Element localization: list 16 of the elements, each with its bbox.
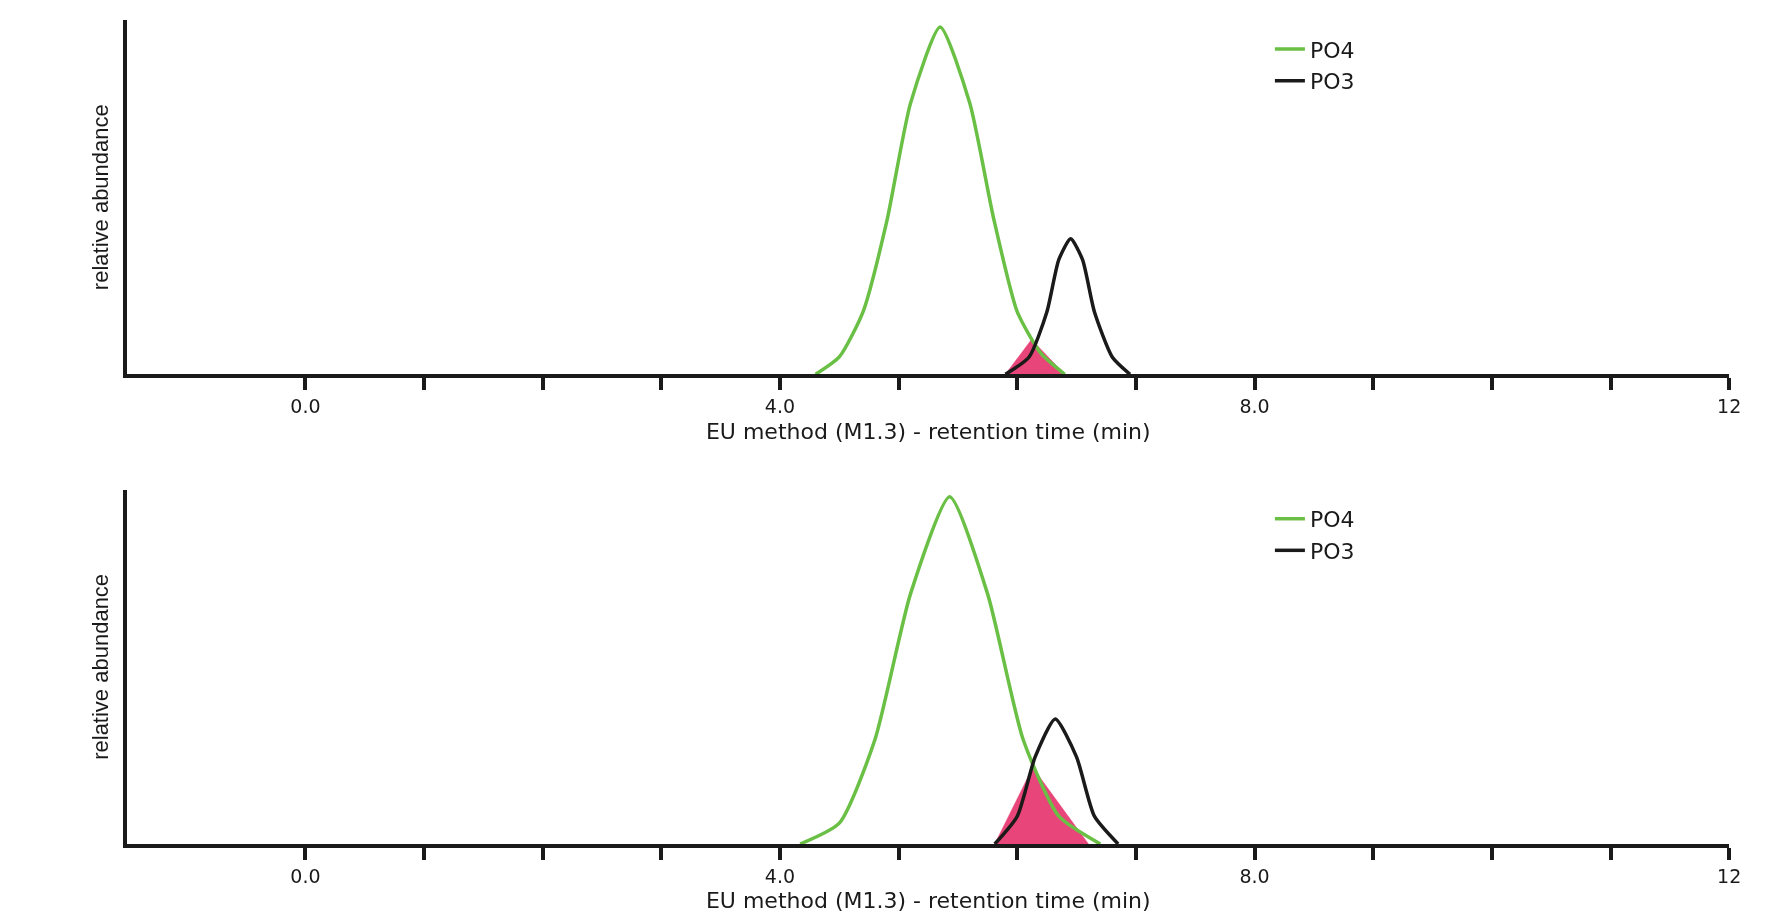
legend-label: PO3 bbox=[1309, 69, 1355, 95]
legend-label: PO3 bbox=[1309, 538, 1355, 564]
x-tick-label: 8.0 bbox=[1239, 864, 1270, 887]
x-tick-label: 12 bbox=[1717, 864, 1742, 887]
y-axis-title: relative abundance bbox=[87, 104, 113, 291]
x-tick-label: 4.0 bbox=[764, 864, 796, 887]
legend-label: PO4 bbox=[1309, 37, 1355, 63]
legend-label: PO4 bbox=[1309, 507, 1355, 533]
x-tick-label: 12 bbox=[1717, 395, 1742, 418]
y-axis-title: relative abundance bbox=[87, 573, 113, 760]
x-tick-label: 0.0 bbox=[290, 864, 321, 887]
x-tick-label: 8.0 bbox=[1239, 395, 1270, 418]
x-axis-title: EU method (M1.3) - retention time (min) bbox=[705, 888, 1151, 914]
x-tick-label: 4.0 bbox=[764, 395, 796, 418]
x-tick-label: 0.0 bbox=[290, 395, 321, 418]
x-axis-title: EU method (M1.3) - retention time (min) bbox=[705, 418, 1151, 444]
